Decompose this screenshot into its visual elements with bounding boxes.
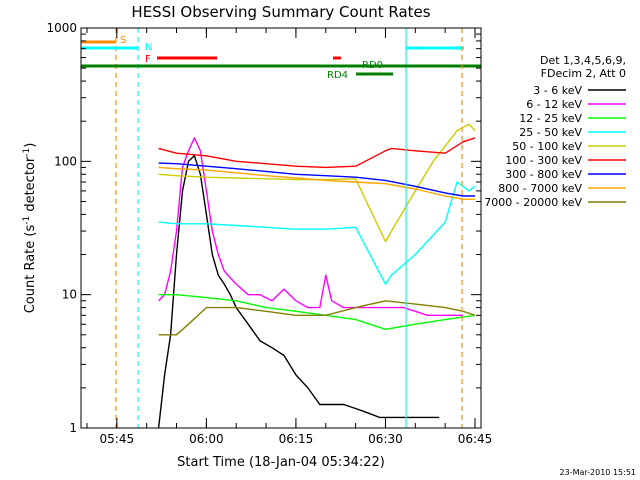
legend: Det 1,3,4,5,6,9,FDecim 2, Att 0 3 - 6 keV…: [484, 54, 626, 209]
y-tick-label: 10: [62, 288, 77, 302]
flag-label: S: [120, 35, 126, 46]
x-axis-label: Start Time (18-Jan-04 05:34:22): [177, 455, 385, 470]
legend-label: 100 - 300 keV: [505, 154, 582, 167]
series-line: [158, 137, 464, 316]
legend-label: 7000 - 20000 keV: [484, 196, 582, 209]
x-tick-label: 06:30: [368, 432, 403, 446]
flags-layer: S NF RD0 RD4: [81, 28, 481, 428]
series-line: [157, 155, 440, 429]
flag-label: RD0: [362, 60, 383, 71]
series-line: [158, 123, 476, 243]
flag-label: N: [145, 42, 152, 53]
x-tick-label: 06:00: [189, 432, 224, 446]
legend-label: 25 - 50 keV: [519, 126, 582, 139]
series-line: [158, 137, 476, 169]
x-axis: 05:45 06:00 06:15 06:30 06:45: [86, 28, 493, 446]
flag-label: F: [145, 54, 151, 65]
x-tick-label: 06:15: [279, 432, 314, 446]
y-tick-label: 1: [69, 421, 77, 435]
legend-label: 12 - 25 keV: [519, 112, 582, 125]
legend-label: 300 - 800 keV: [505, 168, 582, 181]
plot-frame: [80, 27, 482, 429]
series-layer: [157, 123, 476, 429]
series-line: [158, 181, 476, 285]
legend-label: 3 - 6 keV: [533, 84, 582, 97]
legend-label: 800 - 7000 keV: [498, 182, 582, 195]
flag-label: RD4: [327, 70, 348, 81]
legend-header: FDecim 2, Att 0: [541, 67, 626, 80]
series-line: [158, 162, 475, 197]
x-tick-label: 05:45: [100, 432, 135, 446]
y-axis: 1 10 100 1000: [46, 21, 481, 435]
legend-label: 50 - 100 keV: [512, 140, 582, 153]
chart-title: HESSI Observing Summary Count Rates: [131, 3, 430, 21]
x-tick-label: 06:45: [458, 432, 493, 446]
series-line: [158, 166, 475, 200]
series-line: [158, 294, 476, 330]
legend-header: Det 1,3,4,5,6,9,: [540, 54, 626, 67]
y-axis-label: Count Rate (s-1 detector-1): [22, 143, 38, 314]
footer-stamp: 23-Mar-2010 15:51: [560, 468, 637, 477]
legend-label: 6 - 12 keV: [526, 98, 582, 111]
y-tick-label: 100: [54, 154, 77, 168]
series-line: [158, 300, 476, 336]
y-tick-label: 1000: [46, 21, 77, 35]
